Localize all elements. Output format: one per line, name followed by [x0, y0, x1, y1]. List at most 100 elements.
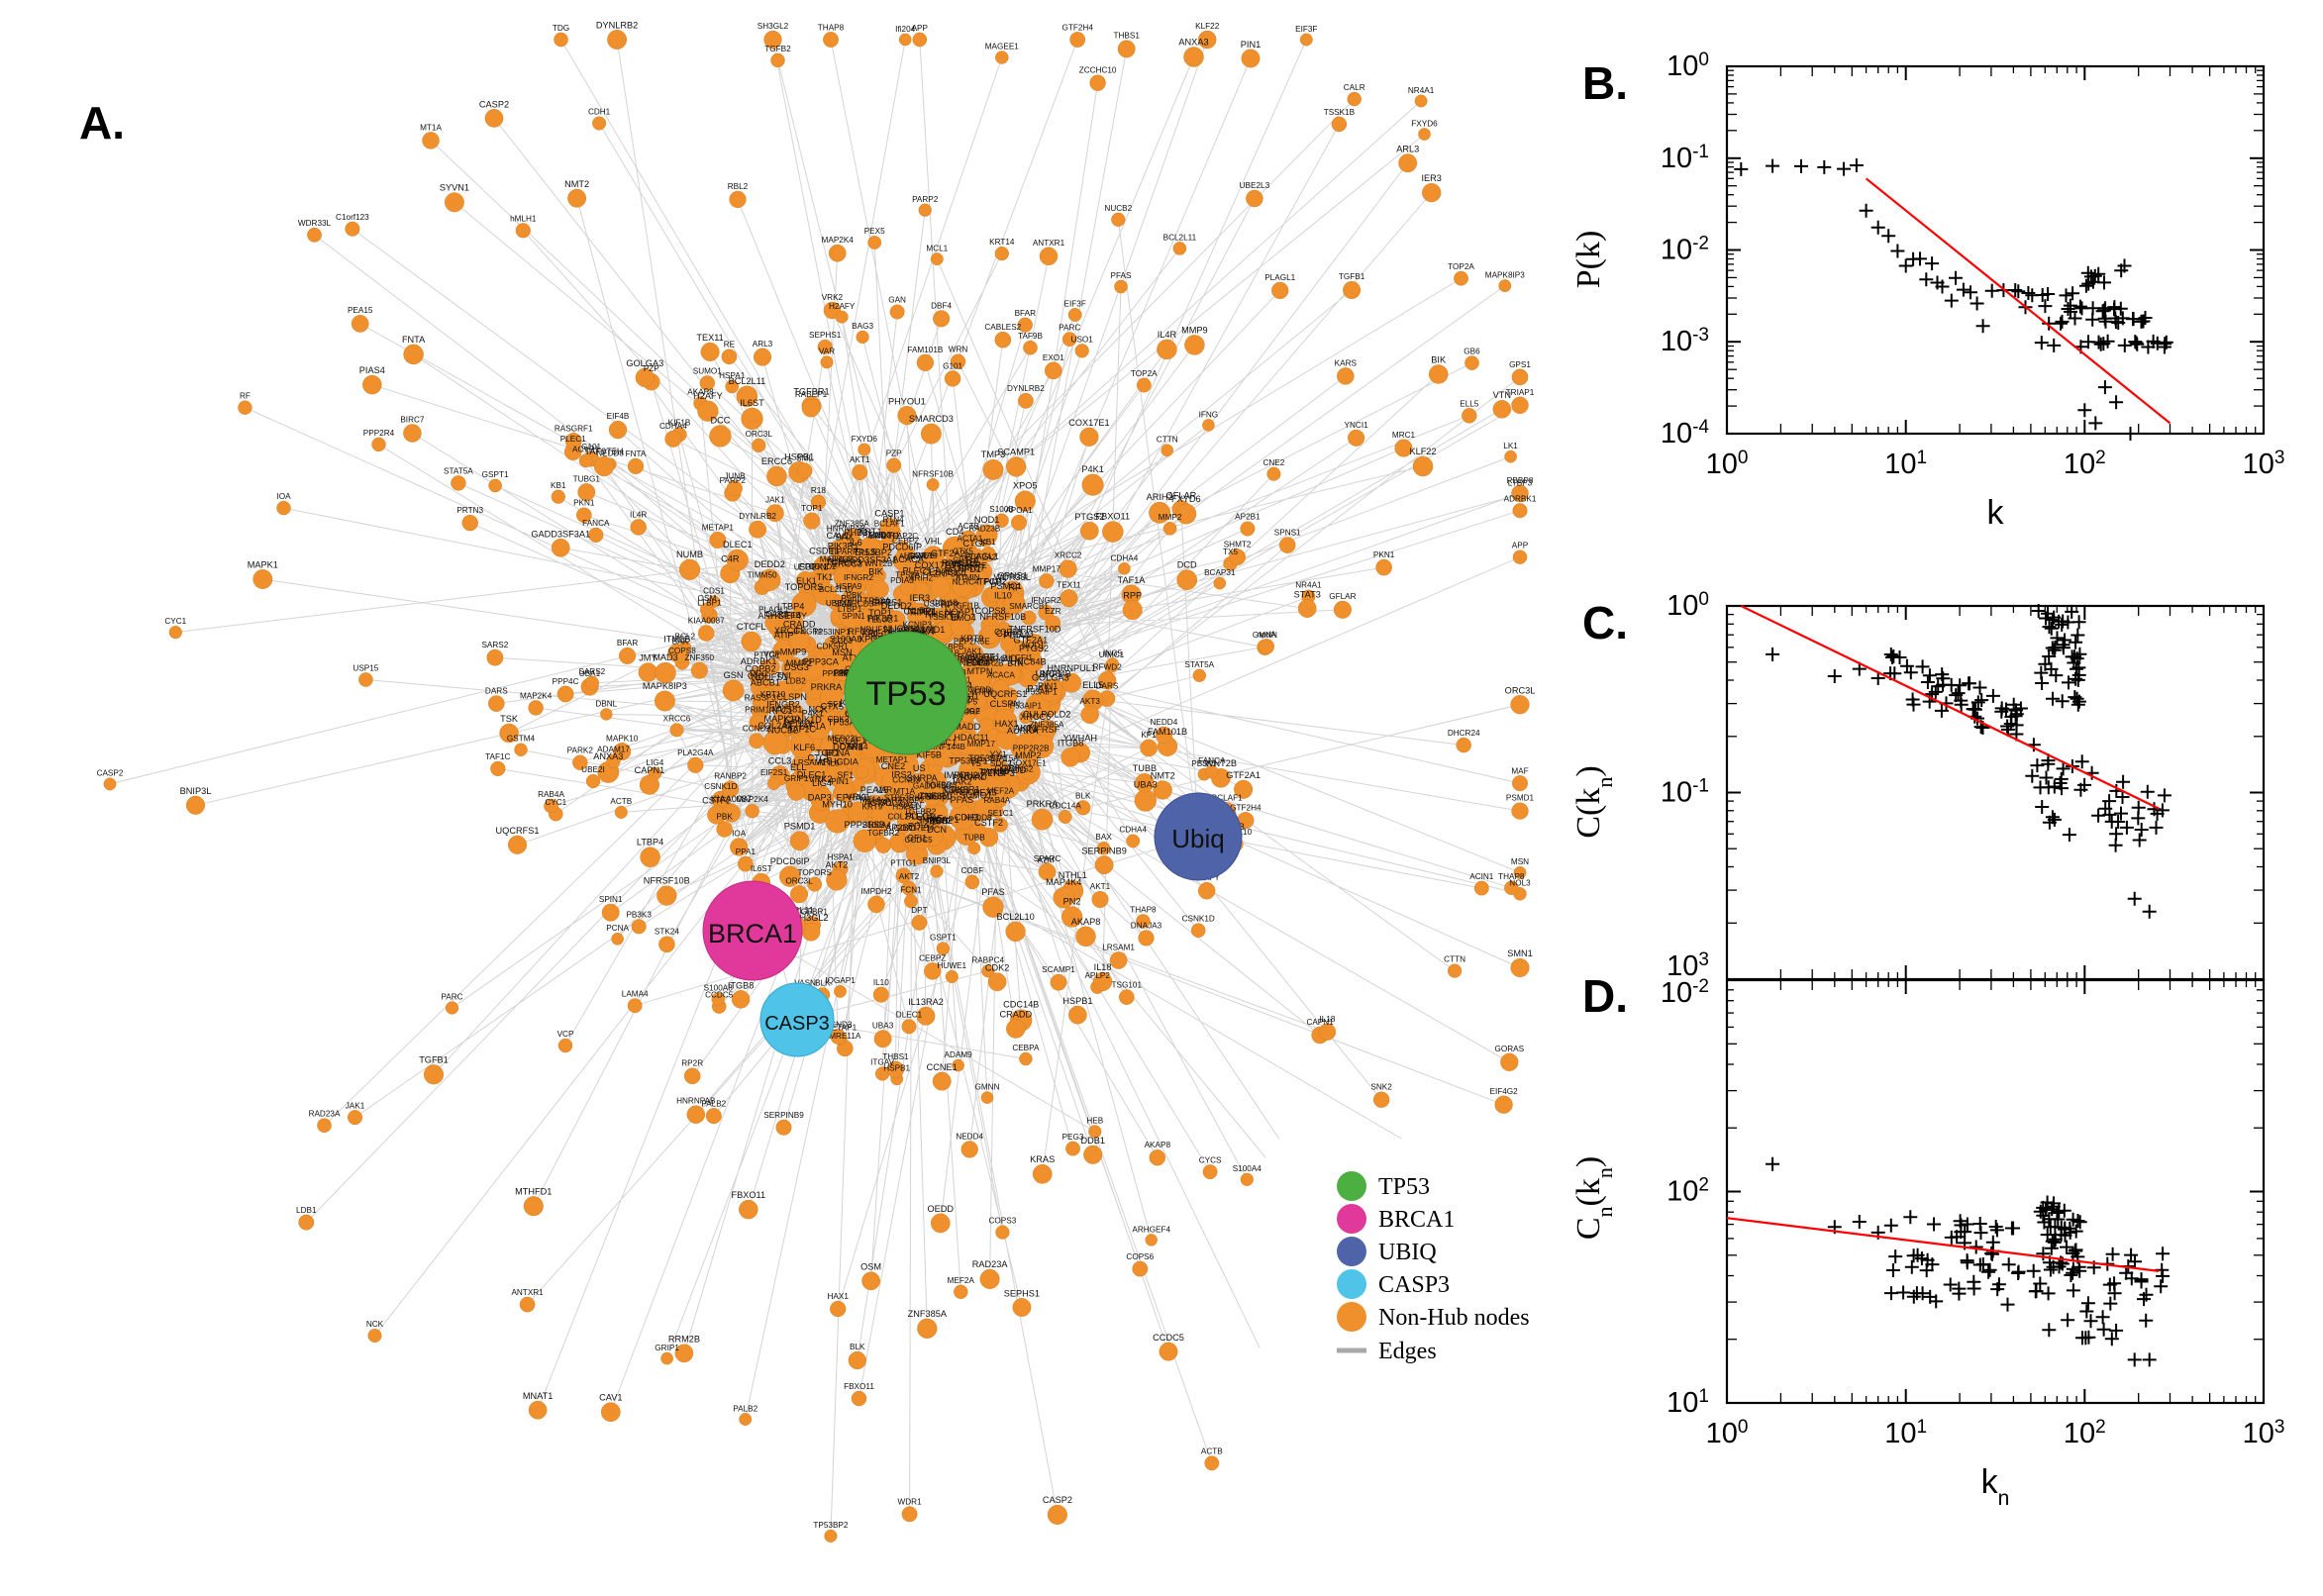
svg-text:NR4A1: NR4A1 [1408, 86, 1435, 95]
svg-text:COPS6: COPS6 [1126, 1252, 1154, 1261]
svg-text:MMP17: MMP17 [1033, 564, 1061, 573]
svg-text:UBIQ: UBIQ [1378, 1240, 1437, 1265]
svg-text:APP: APP [912, 24, 929, 33]
svg-text:CSNK1D: CSNK1D [704, 782, 737, 791]
svg-text:NUCB1: NUCB1 [943, 786, 970, 795]
svg-text:PRKRA: PRKRA [1027, 799, 1060, 809]
svg-text:DLEC1: DLEC1 [896, 1011, 923, 1020]
svg-text:DYNLRB2: DYNLRB2 [1007, 384, 1045, 393]
svg-text:TOPORS: TOPORS [785, 582, 824, 592]
svg-text:TAF9B: TAF9B [1018, 332, 1043, 341]
svg-text:TP53: TP53 [1378, 1174, 1430, 1200]
svg-text:FAM101B: FAM101B [907, 346, 943, 354]
svg-text:THAP8: THAP8 [1130, 905, 1157, 914]
svg-text:TSG101: TSG101 [1112, 981, 1143, 990]
svg-text:AKT2: AKT2 [899, 872, 920, 881]
svg-text:YNCI1: YNCI1 [1345, 421, 1369, 430]
svg-text:BLK: BLK [850, 1343, 865, 1351]
svg-text:BLK: BLK [815, 979, 831, 988]
svg-text:AKAP8: AKAP8 [1071, 917, 1101, 927]
svg-text:ARHGEF4: ARHGEF4 [1132, 1225, 1170, 1234]
svg-text:EZR: EZR [1045, 607, 1060, 616]
svg-text:C.: C. [1582, 597, 1628, 648]
svg-text:UBE2I: UBE2I [581, 765, 605, 774]
svg-text:100: 100 [1706, 1417, 1749, 1450]
svg-text:THAP8: THAP8 [1498, 872, 1525, 881]
svg-text:CLSPN: CLSPN [990, 699, 1021, 709]
svg-text:TSK: TSK [500, 714, 519, 724]
svg-text:HSPB1: HSPB1 [883, 1064, 910, 1073]
svg-text:USP15: USP15 [353, 663, 378, 672]
svg-text:VAR: VAR [819, 348, 835, 356]
svg-text:ACIN1: ACIN1 [1469, 872, 1494, 881]
svg-text:TSSK1B: TSSK1B [1324, 108, 1356, 117]
svg-text:BFAR: BFAR [617, 639, 638, 648]
svg-text:PDCD6IP: PDCD6IP [882, 542, 922, 551]
svg-text:MAP2K4: MAP2K4 [822, 236, 855, 245]
svg-text:SF1: SF1 [837, 770, 854, 780]
svg-text:10-1: 10-1 [1661, 775, 1709, 809]
svg-text:RE: RE [724, 341, 736, 349]
svg-text:ANTXR1: ANTXR1 [1033, 239, 1065, 248]
svg-text:PSAP: PSAP [869, 797, 891, 806]
svg-text:KLF6: KLF6 [793, 743, 815, 752]
svg-text:S100B: S100B [989, 505, 1014, 514]
svg-text:PALB2: PALB2 [733, 1404, 758, 1413]
svg-text:MRE11A: MRE11A [829, 1032, 861, 1041]
svg-text:DCC: DCC [710, 416, 730, 426]
svg-text:CEBPB1: CEBPB1 [923, 567, 959, 577]
svg-text:PFAS: PFAS [1111, 271, 1132, 280]
svg-text:KLF22: KLF22 [1195, 22, 1220, 31]
svg-text:Non-Hub nodes: Non-Hub nodes [1378, 1305, 1530, 1331]
svg-text:BCL2L11: BCL2L11 [1163, 233, 1197, 242]
svg-text:XRCC6: XRCC6 [663, 715, 691, 724]
svg-text:10-4: 10-4 [1661, 417, 1710, 450]
svg-text:COX17E1: COX17E1 [1068, 418, 1109, 428]
svg-text:GPS1: GPS1 [1509, 360, 1531, 369]
svg-text:NR4A1: NR4A1 [1295, 581, 1322, 590]
svg-text:PCNA: PCNA [606, 924, 629, 933]
svg-text:CCNE1: CCNE1 [927, 1062, 958, 1072]
svg-text:PRIM1: PRIM1 [745, 705, 769, 714]
svg-text:npdA: npdA [1258, 630, 1277, 639]
svg-text:PKN1: PKN1 [573, 499, 595, 508]
svg-text:CTCFL: CTCFL [737, 622, 766, 632]
svg-text:EXO1: EXO1 [1043, 353, 1064, 362]
svg-text:TP53BP2: TP53BP2 [813, 1521, 848, 1530]
svg-text:ATMIN: ATMIN [956, 573, 980, 582]
svg-text:APLP2: APLP2 [1084, 971, 1110, 980]
svg-text:ORC3L: ORC3L [785, 876, 813, 885]
svg-text:PFAS: PFAS [951, 795, 974, 805]
svg-text:SERPINB9: SERPINB9 [763, 1111, 804, 1120]
svg-text:LTBP4: LTBP4 [777, 602, 804, 612]
svg-text:PHYOU1: PHYOU1 [888, 396, 926, 406]
svg-text:NOAP1: NOAP1 [945, 607, 975, 617]
svg-text:FBXO11: FBXO11 [1096, 512, 1131, 522]
svg-text:BIRC7: BIRC7 [400, 416, 425, 425]
svg-text:KB1: KB1 [551, 481, 566, 490]
svg-text:100: 100 [1706, 448, 1749, 481]
svg-text:VCP: VCP [557, 1030, 574, 1039]
svg-text:C1orf123: C1orf123 [336, 213, 369, 222]
svg-text:PPP2R2B: PPP2R2B [1013, 745, 1050, 753]
svg-text:KIAA0087: KIAA0087 [688, 616, 725, 625]
svg-text:RABEP1: RABEP1 [795, 390, 828, 399]
svg-text:TNFRSF10D: TNFRSF10D [1008, 624, 1060, 634]
svg-text:TGFB1: TGFB1 [1339, 272, 1365, 281]
svg-text:BIK: BIK [1431, 355, 1447, 365]
svg-text:CEBPA: CEBPA [1012, 1044, 1040, 1052]
svg-text:H2AFY: H2AFY [693, 391, 723, 401]
svg-text:H2AFY: H2AFY [829, 302, 856, 311]
svg-text:DPT: DPT [911, 906, 927, 915]
svg-text:STAT3: STAT3 [1294, 589, 1321, 599]
svg-text:LRSAM1: LRSAM1 [1102, 943, 1135, 951]
svg-text:CCL3: CCL3 [768, 755, 792, 765]
svg-text:PB3K3: PB3K3 [626, 911, 652, 920]
svg-text:SHMT2: SHMT2 [1224, 541, 1252, 549]
svg-text:TAF1A: TAF1A [1118, 575, 1147, 585]
svg-text:DBNL: DBNL [595, 699, 617, 708]
svg-text:GADD3SF3A1: GADD3SF3A1 [531, 529, 590, 539]
svg-text:UBA3: UBA3 [872, 1021, 894, 1030]
svg-text:GB6: GB6 [1464, 348, 1480, 356]
svg-text:Banp: Banp [841, 593, 861, 603]
